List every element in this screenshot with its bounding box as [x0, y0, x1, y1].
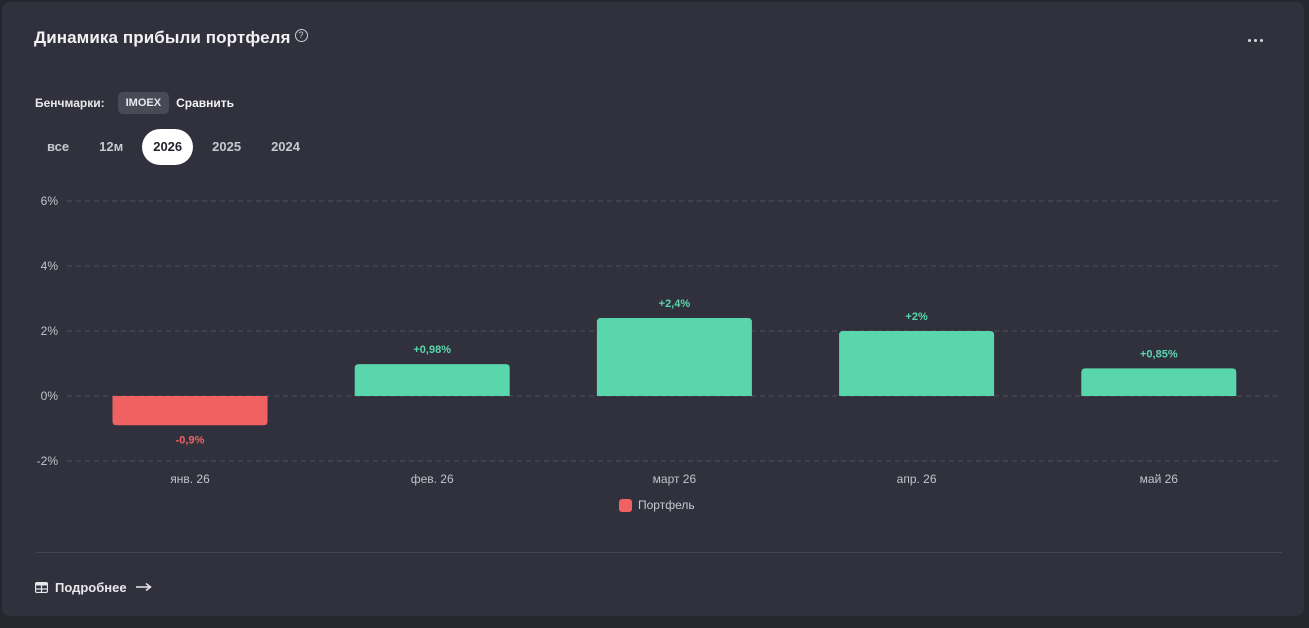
y-tick-label: 0%: [41, 389, 59, 403]
table-icon: [35, 581, 48, 593]
legend-label: Портфель: [638, 498, 695, 512]
details-label: Подробнее: [55, 579, 127, 595]
y-tick-label: 6%: [41, 194, 59, 208]
benchmarks-label: Бенчмарки:: [35, 96, 105, 110]
details-link[interactable]: Подробнее: [35, 578, 152, 596]
data-label: +0,98%: [413, 344, 451, 356]
tab-period-12m[interactable]: 12м: [99, 139, 124, 154]
data-label: +0,85%: [1140, 348, 1178, 360]
data-label: +2,4%: [659, 298, 691, 310]
divider: [36, 552, 1282, 553]
data-label: -0,9%: [176, 434, 205, 446]
tab-period-2026[interactable]: 2026: [142, 129, 194, 165]
arrow-right-icon: [135, 582, 152, 592]
title-row: Динамика прибыли портфеля ?: [34, 28, 308, 48]
data-label: +2%: [905, 311, 928, 323]
x-tick-label: май 26: [1140, 472, 1179, 486]
legend-swatch: [619, 499, 632, 512]
bar: [354, 364, 510, 396]
x-tick-label: фев. 26: [411, 472, 454, 486]
tab-period-2024[interactable]: 2024: [271, 139, 300, 154]
page-title: Динамика прибыли портфеля: [34, 28, 291, 47]
x-tick-label: март 26: [653, 472, 697, 486]
tab-period-2025[interactable]: 2025: [212, 139, 242, 154]
tab-period-all[interactable]: все: [47, 139, 70, 154]
bar: [1081, 368, 1237, 396]
help-icon[interactable]: ?: [294, 29, 308, 42]
profit-dynamics-card: Динамика прибыли портфеля ? Бенчмарки: I…: [2, 2, 1304, 616]
y-tick-label: 4%: [41, 259, 59, 273]
period-tabs: все 12м 2026 2025 2024: [36, 129, 319, 165]
x-tick-label: янв. 26: [170, 472, 210, 486]
bar: [112, 396, 268, 426]
y-tick-label: -2%: [37, 454, 59, 468]
bar: [839, 331, 995, 396]
y-tick-label: 2%: [41, 324, 59, 338]
compare-button[interactable]: Сравнить: [176, 96, 235, 110]
x-tick-label: апр. 26: [897, 472, 937, 486]
benchmark-chip-imoex[interactable]: IMOEX: [117, 92, 170, 114]
benchmarks-row: Бенчмарки: IMOEX Сравнить: [35, 92, 234, 114]
bar: [596, 318, 752, 396]
more-options-icon[interactable]: [1242, 32, 1268, 48]
